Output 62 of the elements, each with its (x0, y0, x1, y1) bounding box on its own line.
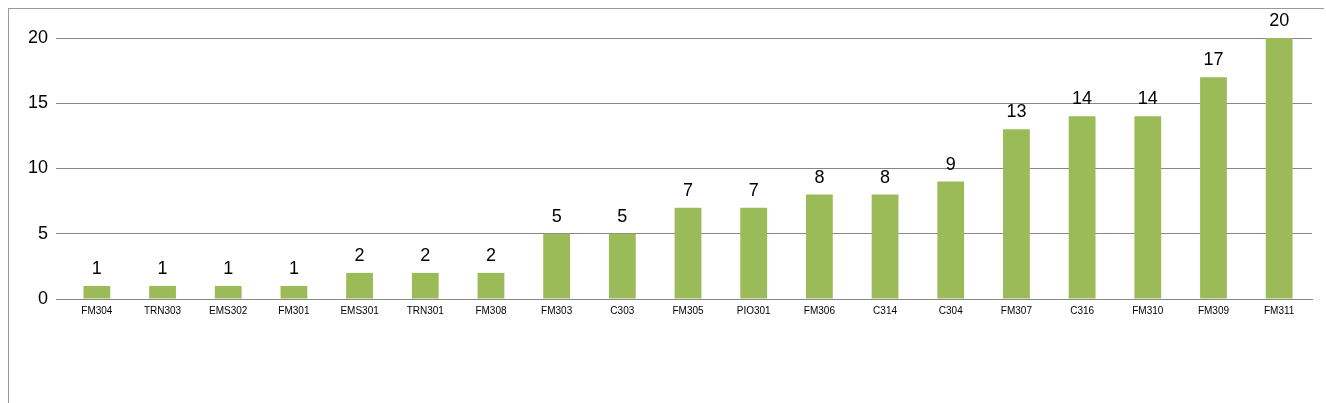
bar (740, 207, 768, 299)
bar (1003, 129, 1030, 299)
bar (280, 285, 308, 299)
y-tick-label: 20 (27, 26, 49, 47)
data-label: 14 (1137, 88, 1158, 109)
data-label: 1 (223, 257, 234, 278)
x-tick-label: TRN303 (143, 304, 182, 316)
data-label: 1 (157, 257, 168, 278)
data-label: 8 (880, 166, 891, 187)
data-label: 20 (1269, 9, 1290, 30)
data-label: 1 (91, 257, 102, 278)
bar (346, 272, 373, 299)
bar (1265, 38, 1293, 299)
x-tick-label: EMS301 (340, 304, 380, 316)
bar (149, 285, 176, 299)
x-tick-label: FM305 (672, 304, 705, 316)
data-label: 1 (288, 257, 299, 278)
y-tick-label: 5 (38, 222, 49, 243)
x-tick-label: FM306 (803, 304, 836, 316)
data-label: 5 (551, 205, 562, 226)
bar (674, 207, 702, 299)
x-tick-label: FM307 (1000, 304, 1033, 316)
x-tick-label: FM301 (278, 304, 310, 316)
x-tick-label: C304 (938, 304, 964, 316)
data-label: 17 (1203, 49, 1224, 70)
x-tick-label: FM310 (1132, 304, 1164, 316)
bar (608, 233, 636, 299)
data-label: 5 (617, 205, 628, 226)
x-tick-label: TRN301 (406, 304, 445, 316)
bar (543, 233, 571, 299)
y-tick-label: 0 (38, 287, 49, 308)
bar (1068, 116, 1096, 299)
data-label: 2 (485, 244, 496, 265)
x-tick-label: FM308 (475, 304, 507, 316)
y-tick-label: 10 (27, 157, 49, 178)
data-label: 2 (420, 244, 431, 265)
data-label: 14 (1072, 88, 1093, 109)
data-label: 8 (814, 166, 825, 187)
bar (1134, 116, 1162, 299)
data-label: 13 (1006, 101, 1027, 122)
x-tick-label: FM311 (1263, 304, 1295, 316)
bar (477, 272, 505, 299)
bar (937, 181, 965, 299)
x-tick-label: FM303 (541, 304, 573, 316)
bar (871, 194, 899, 299)
data-label: 7 (748, 179, 759, 200)
x-tick-label: FM309 (1197, 304, 1230, 316)
x-tick-label: C316 (1070, 304, 1095, 316)
y-tick-label: 15 (27, 92, 49, 113)
bar (214, 285, 242, 299)
data-label: 9 (945, 153, 956, 174)
bar (1200, 77, 1227, 299)
x-tick-label: FM304 (81, 304, 113, 316)
bar (83, 285, 111, 299)
bar (411, 272, 439, 299)
data-label: 7 (683, 179, 694, 200)
data-label: 2 (354, 244, 365, 265)
x-tick-label: C303 (610, 304, 635, 316)
x-tick-label: PIO301 (736, 304, 772, 316)
x-tick-label: C314 (873, 304, 898, 316)
x-tick-label: EMS302 (209, 304, 248, 316)
bar (805, 194, 833, 299)
